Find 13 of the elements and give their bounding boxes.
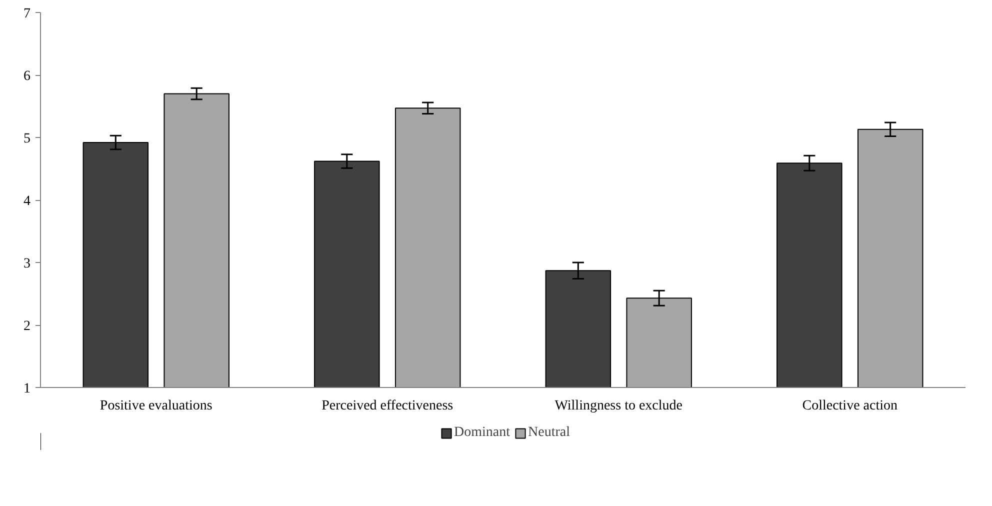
y-tick-label: 2 <box>24 319 30 334</box>
y-tick-label: 1 <box>24 382 30 396</box>
y-tick-label: 7 <box>24 6 30 22</box>
y-tick-label: 5 <box>24 132 30 146</box>
x-tick-label: Positive evaluations <box>100 398 212 414</box>
y-tick-label: 3 <box>24 256 30 272</box>
y-tick-label: 4 <box>24 194 30 209</box>
legend-label: Neutral <box>528 425 570 441</box>
legend-label: Dominant <box>454 425 510 441</box>
y-tick-label: 6 <box>24 69 30 84</box>
x-tick-label: Willingness to exclude <box>554 398 683 414</box>
x-tick-label: Collective action <box>802 398 898 414</box>
x-tick-label: Perceived effectiveness <box>322 398 454 414</box>
